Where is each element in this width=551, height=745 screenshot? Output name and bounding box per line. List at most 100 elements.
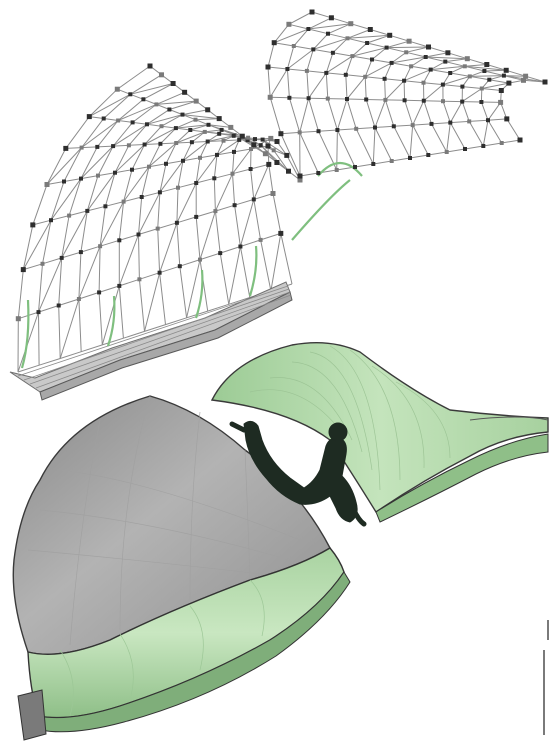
wireframe-node <box>324 70 329 75</box>
wireframe-node <box>137 277 142 282</box>
wireframe-member <box>412 100 425 126</box>
wireframe-node <box>481 144 486 148</box>
wireframe-node <box>230 171 235 176</box>
wireframe-node <box>268 135 274 141</box>
wireframe-node <box>251 197 256 202</box>
wireframe-node <box>212 176 217 181</box>
wireframe-node <box>330 50 335 55</box>
wireframe-member <box>46 147 82 185</box>
wireframe-node <box>326 31 330 36</box>
wireframe-member <box>199 210 216 260</box>
wireframe-node <box>304 68 309 73</box>
wireframe-member <box>58 83 174 359</box>
wireframe-node <box>206 122 211 127</box>
wireframe-node <box>448 71 453 75</box>
wireframe-node <box>429 121 434 126</box>
wireframe-node <box>387 32 393 38</box>
wireframe-node <box>345 36 350 41</box>
wireframe-member <box>286 17 332 174</box>
wireframe-node <box>213 209 218 214</box>
wireframe-node <box>141 97 146 102</box>
wireframe-node <box>253 137 257 142</box>
wireframe-node <box>265 143 271 149</box>
wireframe-node <box>251 142 257 148</box>
wireframe-member <box>89 116 278 142</box>
wireframe-model <box>9 9 548 401</box>
wireframe-node <box>383 97 388 102</box>
wireframe-node <box>130 167 134 172</box>
wireframe-node <box>173 126 178 131</box>
wireframe-member <box>112 123 148 147</box>
wireframe-node <box>170 81 176 86</box>
wireframe-node <box>523 73 529 79</box>
wireframe-node <box>426 44 431 50</box>
wireframe-node <box>316 129 321 134</box>
wireframe-node <box>408 156 412 160</box>
wireframe-node <box>309 9 315 15</box>
wireframe-node <box>101 116 106 121</box>
wireframe-node <box>286 21 292 27</box>
wireframe-node <box>343 72 348 77</box>
wireframe-node <box>270 191 276 196</box>
wireframe-node <box>462 64 467 69</box>
wireframe-node <box>239 133 245 139</box>
wireframe-node <box>365 41 370 45</box>
wireframe-node <box>373 125 377 130</box>
wireframe-node <box>205 139 210 144</box>
wireframe-member <box>430 65 465 71</box>
wireframe-node <box>20 267 26 273</box>
wireframe-node <box>126 143 131 148</box>
wireframe-node <box>316 171 321 175</box>
wireframe-node <box>460 84 465 89</box>
wireframe-node <box>258 143 263 148</box>
wireframe-node <box>174 220 179 225</box>
wireframe-node <box>271 148 276 153</box>
wireframe-node <box>260 137 265 142</box>
wireframe-member <box>176 182 197 224</box>
wireframe-node <box>238 244 243 249</box>
wireframe-node <box>441 99 445 104</box>
wireframe-member <box>86 172 116 212</box>
wireframe-member <box>114 144 145 174</box>
wireframe-member <box>144 127 177 145</box>
wireframe-node <box>237 137 242 142</box>
wireframe-member <box>81 120 119 149</box>
wireframe-node <box>96 173 100 178</box>
wireframe-member <box>176 131 205 144</box>
wireframe-node <box>350 54 355 59</box>
wireframe-node <box>147 164 151 169</box>
wireframe-node <box>487 77 492 82</box>
wireframe-node <box>266 161 272 167</box>
wireframe-node <box>335 128 340 132</box>
wireframe-node <box>44 182 50 187</box>
wireframe-node <box>521 77 526 83</box>
wireframe-member <box>239 199 255 247</box>
wireframe-node <box>103 204 108 209</box>
wireframe-node <box>479 100 484 104</box>
wireframe-member <box>464 65 507 71</box>
wireframe-node <box>232 203 237 208</box>
wireframe-node <box>159 124 164 129</box>
wireframe-member <box>442 75 470 86</box>
wireframe-node <box>421 98 426 103</box>
wireframe-member <box>482 120 489 147</box>
wireframe-member <box>182 114 220 120</box>
wireframe-member <box>17 65 151 373</box>
wireframe-member <box>156 100 197 105</box>
wireframe-node <box>297 173 303 179</box>
wireframe-member <box>336 98 348 131</box>
wireframe-node <box>128 92 133 97</box>
wireframe-node <box>371 162 376 166</box>
wireframe-member <box>138 192 161 235</box>
wireframe-node <box>219 127 224 132</box>
wireframe-member <box>346 76 366 100</box>
wireframe-node <box>402 78 407 83</box>
wireframe-node <box>311 47 316 52</box>
wireframe-node <box>382 76 387 81</box>
wireframe-member <box>308 72 327 99</box>
wireframe-member <box>449 101 463 123</box>
wireframe-node <box>384 45 389 50</box>
wireframe-member <box>262 139 288 156</box>
wireframe-node <box>181 158 185 163</box>
